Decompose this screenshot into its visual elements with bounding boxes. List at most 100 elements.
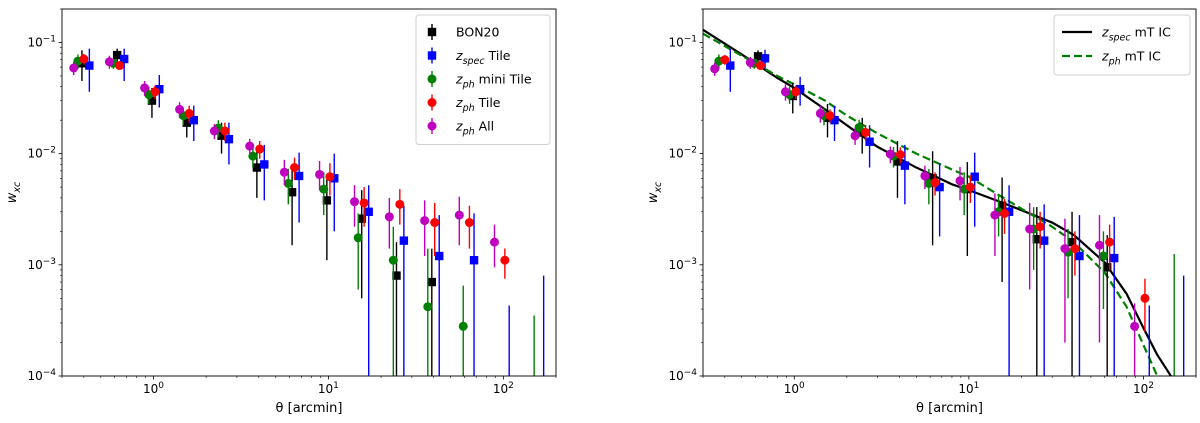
data-point: [885, 149, 895, 159]
model-line-1: [703, 32, 1159, 376]
data-point: [322, 196, 332, 205]
data-point: [965, 182, 975, 192]
x-axis-label: θ [arcmin]: [916, 401, 983, 416]
x-tick-label: 101: [318, 381, 339, 396]
legend-label: zph Tile: [455, 95, 501, 114]
legend-box: [1053, 14, 1191, 76]
x-tick-label: 102: [1133, 381, 1154, 396]
y-tick-label: 10−3: [668, 257, 697, 272]
data-point: [399, 236, 409, 245]
data-point: [189, 115, 198, 125]
legend-marker: [427, 51, 437, 60]
data-point: [745, 58, 755, 68]
data-point: [1039, 236, 1049, 245]
data-point: [353, 233, 363, 243]
data-point: [1025, 224, 1035, 234]
series-1: [85, 48, 479, 376]
x-tick-label: 100: [784, 381, 805, 396]
data-point: [260, 160, 269, 169]
data-point: [795, 84, 805, 94]
legend-marker: [427, 74, 437, 84]
data-point: [815, 108, 825, 118]
data-point: [1032, 235, 1042, 244]
data-point: [791, 87, 801, 97]
legend-label: zspec Tile: [455, 48, 511, 67]
data-point: [1105, 237, 1115, 247]
data-point: [224, 134, 234, 144]
data-point: [150, 87, 160, 97]
plot-area: [69, 48, 545, 376]
x-tick-label: 100: [143, 381, 164, 396]
data-point: [935, 182, 944, 192]
y-tick-label: 10−4: [668, 368, 697, 383]
data-point: [1103, 263, 1112, 272]
data-point: [920, 171, 930, 181]
series-2: [73, 54, 468, 376]
data-point: [955, 176, 965, 186]
data-point: [861, 127, 871, 137]
data-point: [895, 150, 905, 160]
x-tick-label: 102: [493, 381, 514, 396]
data-point: [155, 84, 164, 94]
data-point: [720, 55, 730, 65]
data-point: [760, 54, 770, 63]
data-point: [184, 108, 194, 118]
series-4: [710, 57, 1140, 376]
data-point: [115, 61, 125, 71]
data-point: [392, 271, 401, 280]
plot-area: [703, 28, 1185, 376]
data-point: [990, 210, 1000, 220]
y-tick-label: 10−2: [27, 146, 56, 161]
data-point: [255, 144, 265, 154]
y-tick-label: 10−4: [27, 368, 56, 383]
data-point: [755, 61, 765, 71]
data-point: [854, 122, 864, 132]
data-point: [350, 197, 360, 207]
x-tick-label: 101: [958, 381, 979, 396]
data-point: [458, 321, 468, 331]
y-tick-label: 10−1: [668, 34, 697, 49]
data-point: [182, 118, 191, 127]
data-point: [454, 210, 464, 220]
y-tick-label: 10−3: [27, 257, 56, 272]
data-point: [364, 207, 373, 216]
series-0: [77, 48, 437, 376]
data-point: [1130, 321, 1140, 331]
legend-marker: [427, 121, 437, 131]
data-point: [357, 214, 366, 223]
data-point: [140, 83, 150, 93]
data-point: [928, 174, 937, 183]
x-axis-label: θ [arcmin]: [276, 401, 343, 416]
data-point: [930, 178, 940, 188]
data-point: [388, 255, 398, 265]
data-point: [209, 126, 219, 136]
data-point: [997, 201, 1007, 210]
data-point: [330, 174, 339, 183]
data-point: [319, 184, 329, 194]
legend-marker: [427, 27, 437, 37]
data-point: [1098, 251, 1108, 261]
data-point: [1000, 208, 1010, 218]
y-axis-label: wxc: [646, 181, 664, 203]
data-point: [217, 131, 226, 140]
data-point: [384, 212, 394, 222]
data-point: [119, 54, 129, 64]
data-point: [325, 172, 335, 182]
data-point: [780, 87, 790, 97]
y-tick-label: 10−2: [668, 146, 697, 161]
data-point: [469, 256, 479, 265]
data-point: [245, 141, 255, 151]
data-point: [359, 198, 369, 208]
data-point: [104, 57, 114, 67]
data-point: [69, 63, 79, 73]
legend-marker: [427, 98, 437, 107]
data-point: [500, 255, 510, 265]
legend: BON20 zspec Tile zph mini Tile zph Tile zph …: [415, 14, 551, 145]
legend-label: BON20: [456, 25, 499, 40]
series-3: [79, 53, 510, 279]
data-point: [1070, 244, 1080, 254]
data-point: [865, 137, 874, 146]
legend-label: zph mT IC: [1101, 49, 1161, 68]
data-point: [77, 59, 87, 68]
